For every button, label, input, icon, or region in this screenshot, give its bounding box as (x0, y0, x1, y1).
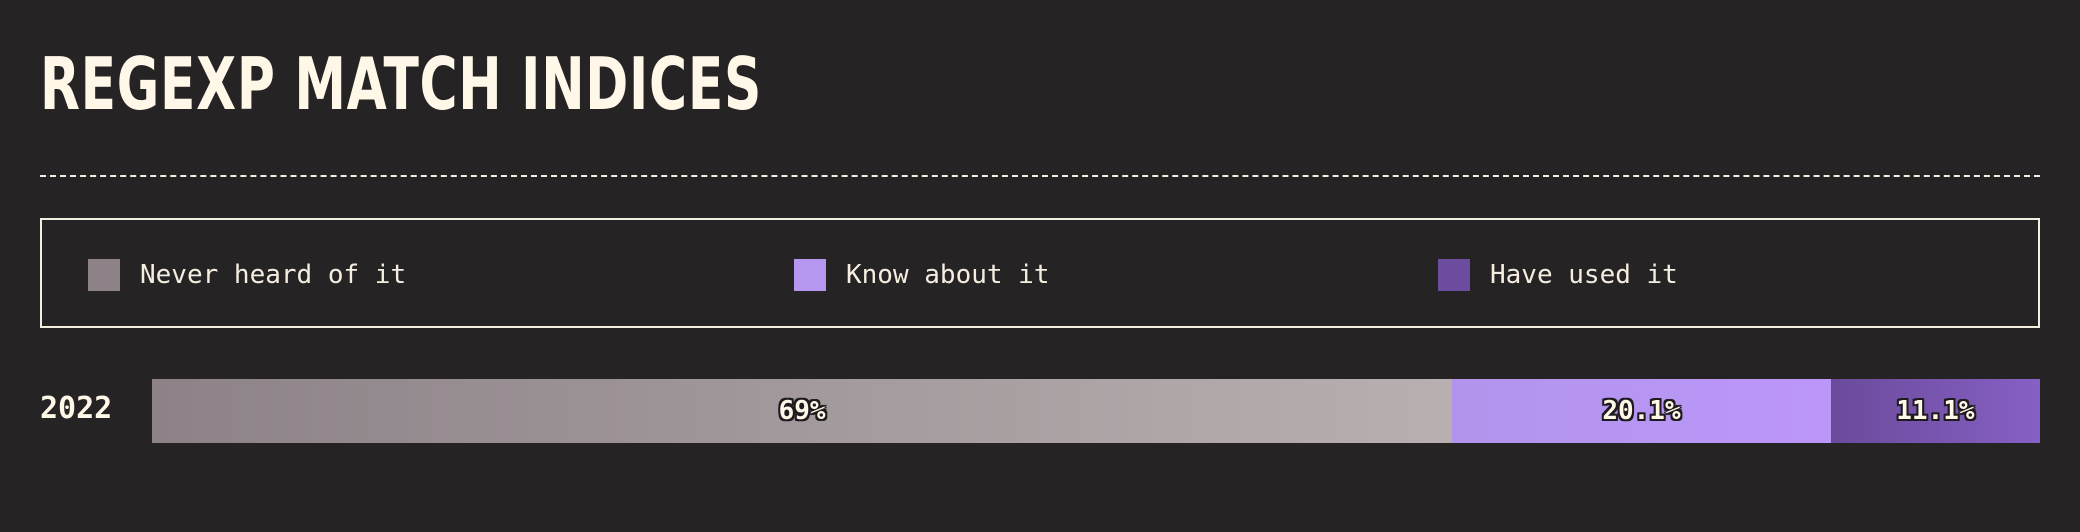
legend-swatch (794, 259, 826, 291)
chart-title: REGEXP MATCH INDICES (40, 42, 763, 126)
bar-segment-know-about-it[interactable]: 20.1% (1452, 379, 1831, 443)
legend-item-know-about[interactable]: Know about it (794, 259, 1050, 291)
legend-label: Know about it (846, 260, 1050, 290)
legend-label: Have used it (1490, 260, 1678, 290)
legend-swatch (88, 259, 120, 291)
stacked-bar: 69% 20.1% 11.1% (152, 379, 2040, 443)
legend-item-never-heard[interactable]: Never heard of it (88, 259, 406, 291)
bar-segment-label: 11.1% (1896, 396, 1975, 426)
legend: Never heard of it Know about it Have use… (40, 218, 2040, 328)
bar-segment-label: 69% (778, 396, 826, 426)
bar-segment-label: 20.1% (1602, 396, 1681, 426)
bar-segment-never-heard-of-it[interactable]: 69% (152, 379, 1453, 443)
dashed-divider (40, 175, 2040, 177)
row-label-year: 2022 (40, 391, 113, 426)
legend-label: Never heard of it (140, 260, 407, 290)
bar-segment-have-used-it[interactable]: 11.1% (1830, 379, 2040, 443)
legend-item-have-used[interactable]: Have used it (1438, 259, 1678, 291)
legend-swatch (1438, 259, 1470, 291)
